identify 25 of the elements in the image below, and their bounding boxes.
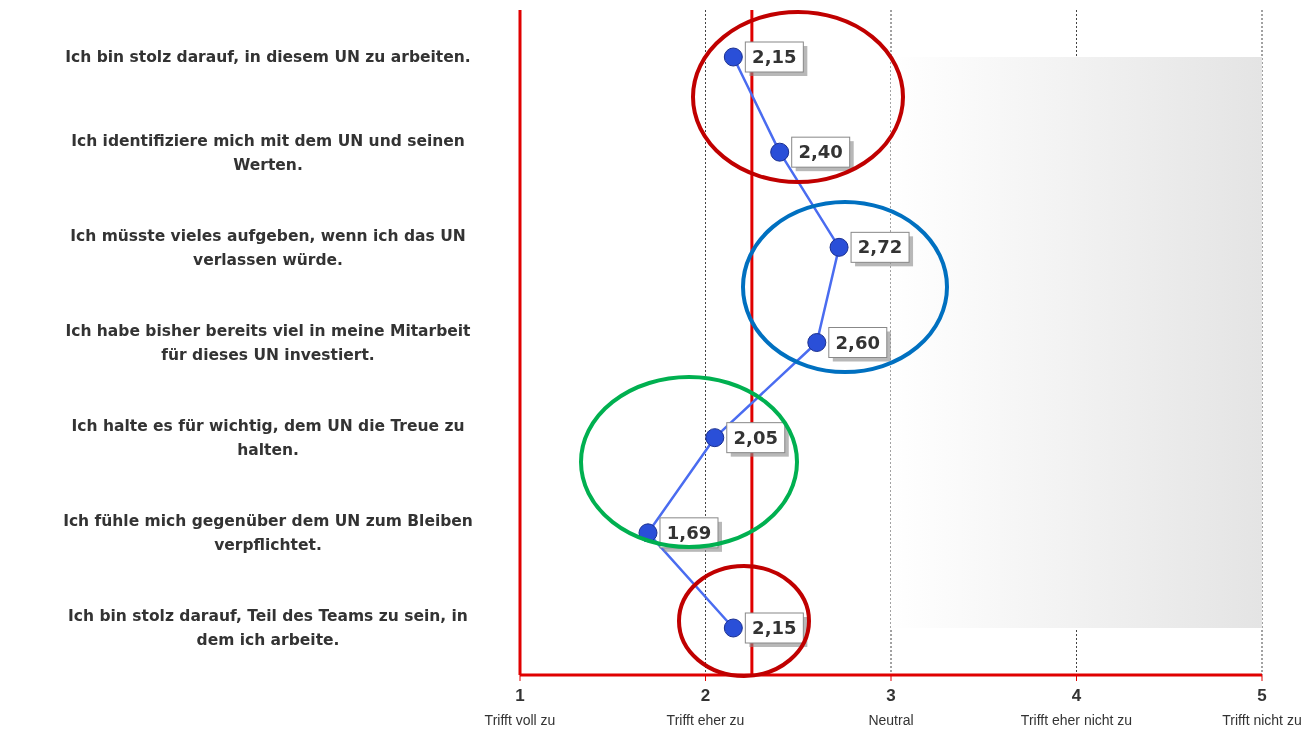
x-tick-label: 5 Trifft nicht zu	[1222, 686, 1302, 728]
x-tick-label: 4 Trifft eher nicht zu	[1020, 686, 1133, 728]
data-label: 2,72	[857, 236, 903, 258]
y-tick-label: Ich fühle mich gegenüber dem UN zum Bleiben verpflichtet.	[63, 512, 473, 555]
y-tick-label: Ich identifiziere mich mit dem UN und seinen Werten.	[71, 131, 465, 174]
data-label: 2,05	[733, 426, 778, 448]
x-tick-label: 2 Trifft eher zu	[666, 686, 745, 728]
data-label: 2,15	[752, 46, 797, 67]
y-tick-label: Ich bin stolz darauf, Teil des Teams zu sein, in dem ich arbeite.	[68, 607, 468, 650]
y-tick-label: Ich bin stolz darauf, in diesem UN zu arbeiten.	[65, 48, 471, 67]
data-label: 2,60	[835, 331, 881, 353]
point	[723, 47, 743, 67]
y-tick-label: Ich halte es für wichtig, dem UN die Treue zu halten.	[71, 417, 465, 460]
y-tick-label: Ich habe bisher bereits viel in meine Mitarbeit für dieses UN investiert.	[65, 321, 472, 364]
point	[829, 237, 849, 257]
x-tick-label: 1 Trifft voll zu	[484, 686, 556, 728]
point	[770, 142, 790, 162]
y-tick-label: Ich müsste vieles aufgeben, wenn ich das UN verlassen würde.	[70, 226, 466, 269]
point	[705, 428, 725, 448]
data-label: 2,15	[752, 617, 797, 638]
point	[723, 618, 743, 638]
point	[807, 333, 827, 352]
data-label: 2,40	[798, 141, 843, 163]
data-label: 1,69	[666, 521, 712, 543]
x-tick-label: 3 Neutral	[868, 686, 914, 728]
